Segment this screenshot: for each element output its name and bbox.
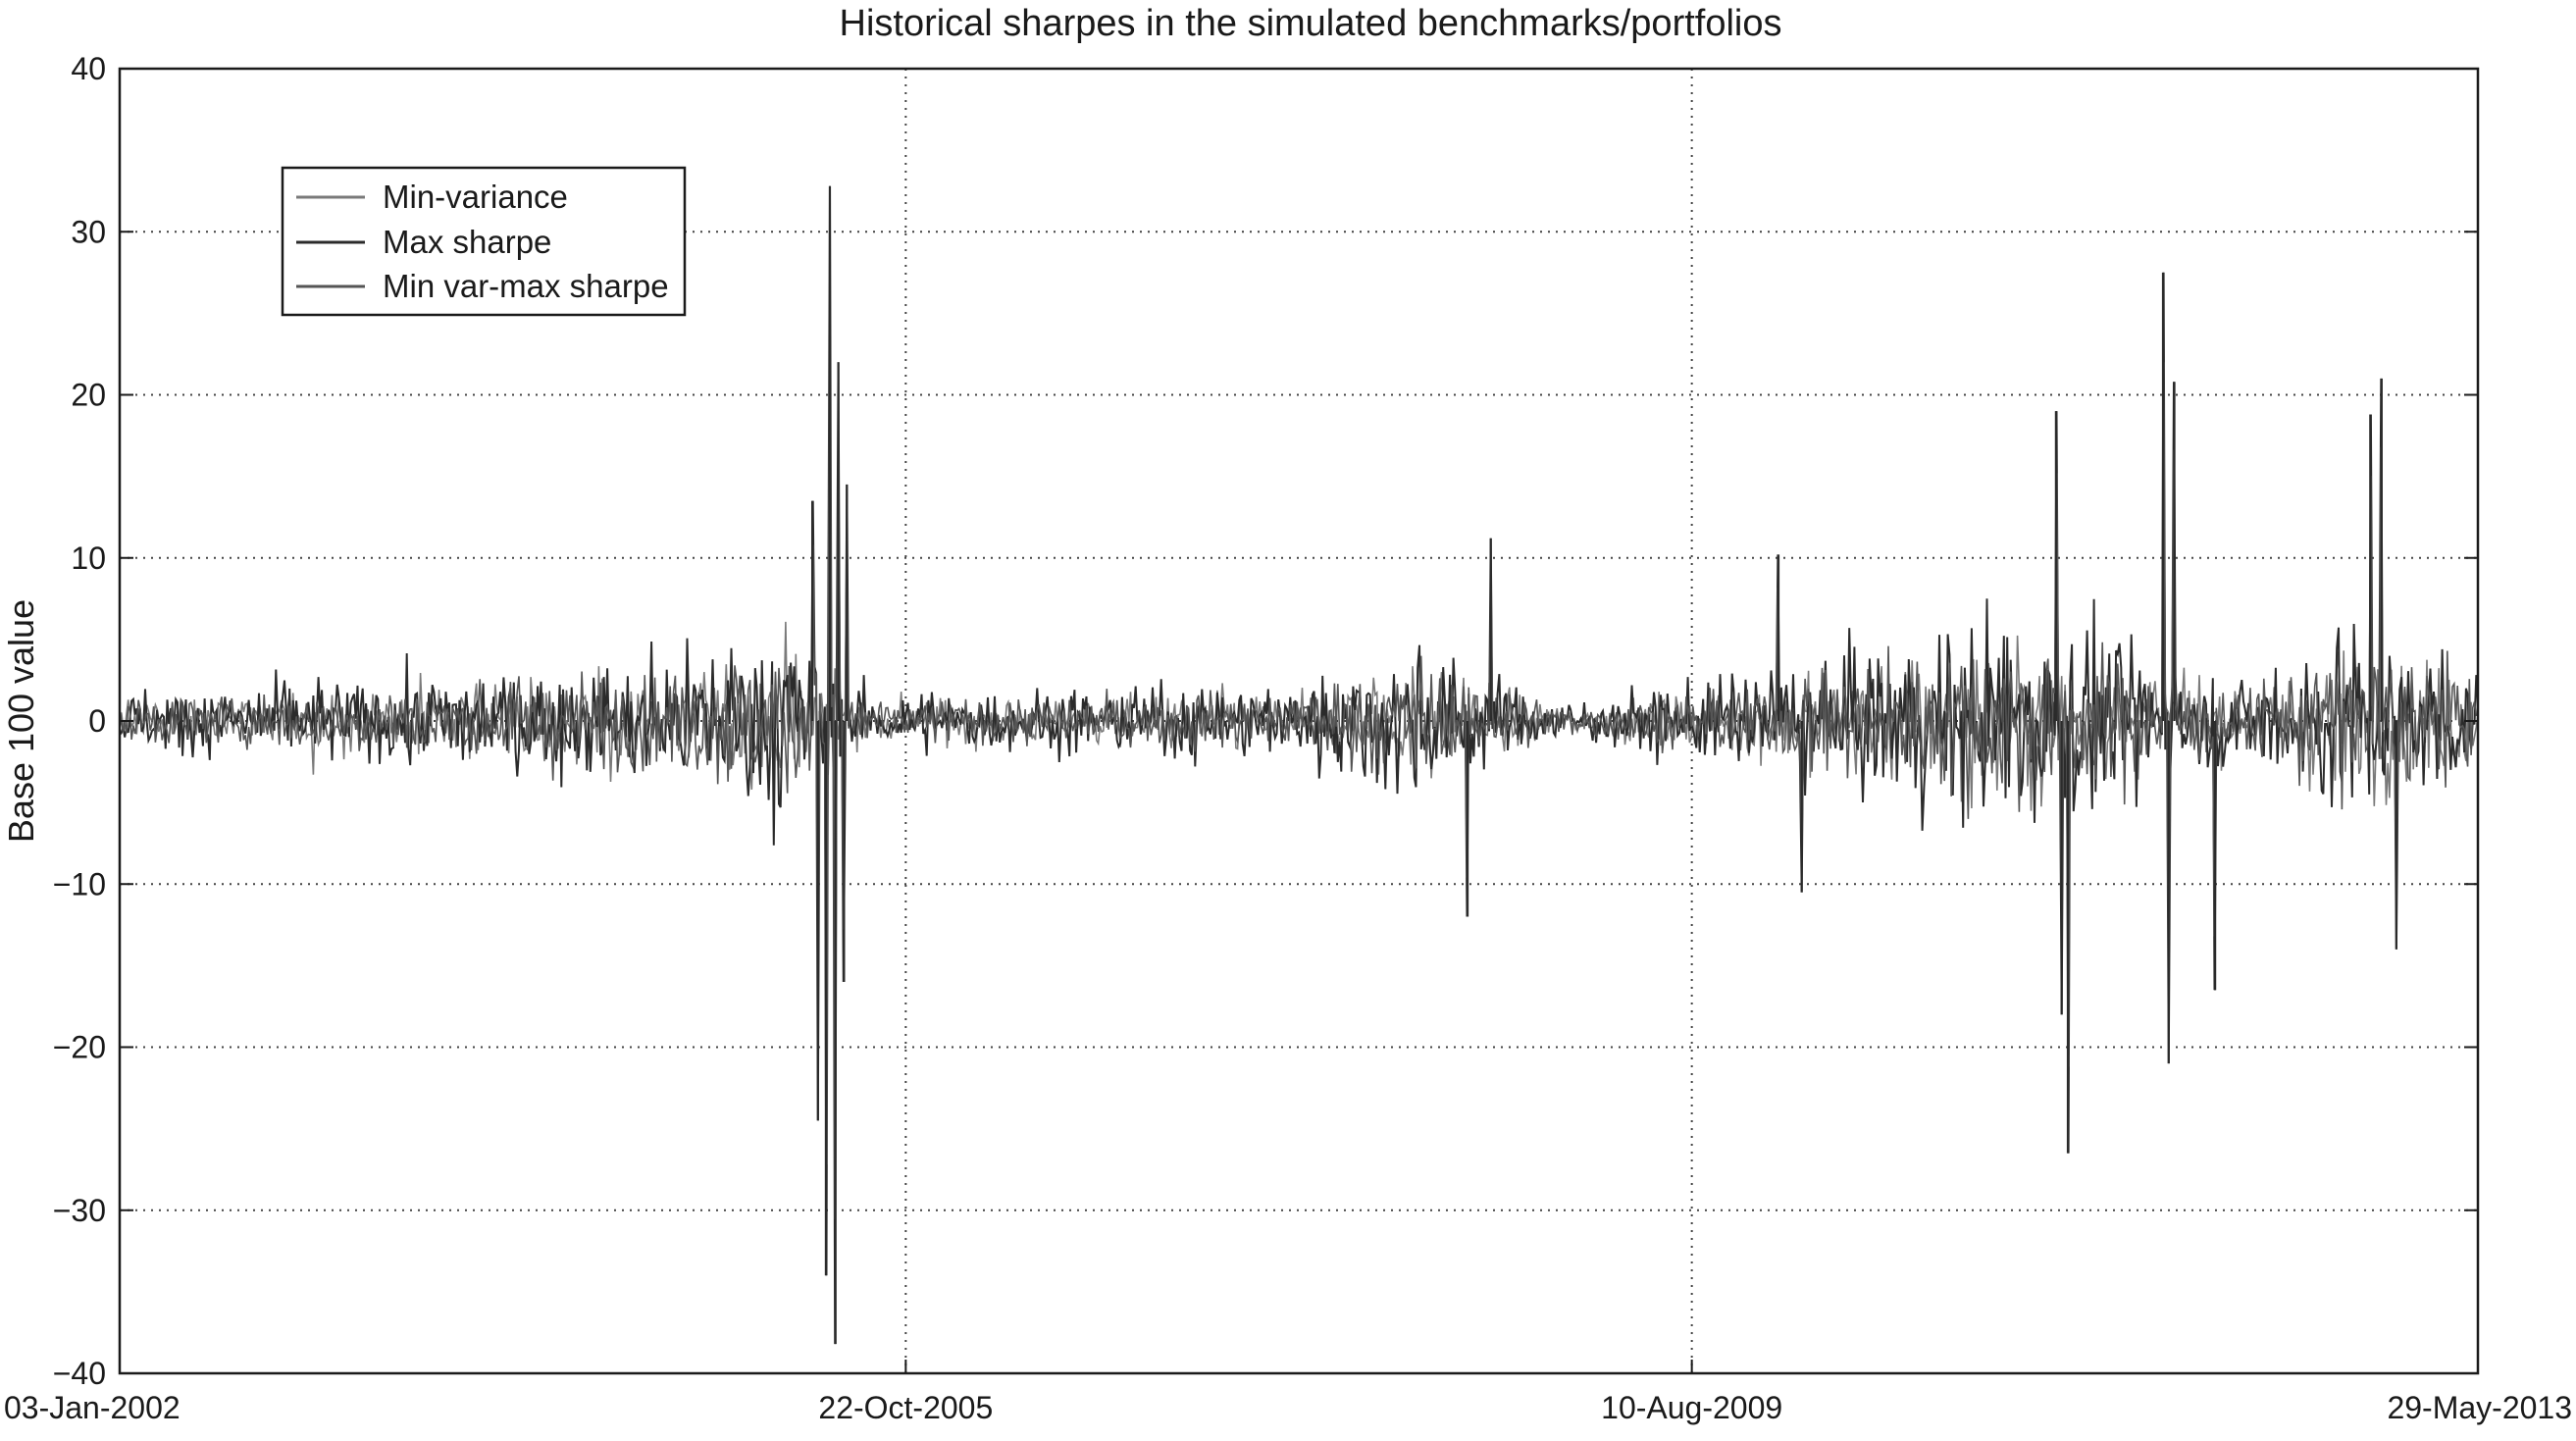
series-line-min-var-max-sharpe — [119, 292, 2479, 1220]
y-tick-label: 40 — [71, 51, 106, 86]
series-lines — [119, 185, 2479, 1345]
legend-label-max-sharpe: Max sharpe — [383, 224, 551, 260]
legend: Min-variance Max sharpe Min var-max shar… — [281, 166, 687, 317]
y-tick-label: 10 — [71, 540, 106, 576]
legend-label-min-var-max-sharpe: Min var-max sharpe — [383, 268, 669, 304]
x-tick-label: 03-Jan-2002 — [4, 1390, 180, 1425]
chart-title: Historical sharpes in the simulated benc… — [840, 3, 1782, 44]
y-axis-label: Base 100 value — [1, 599, 41, 843]
x-tick-label: 22-Oct-2005 — [818, 1390, 993, 1425]
y-tick-label: −30 — [53, 1193, 106, 1228]
x-tick-label: 10-Aug-2009 — [1601, 1390, 1782, 1425]
legend-label-min-variance: Min-variance — [383, 179, 568, 215]
x-axis-ticks: 03-Jan-2002 22-Oct-2005 10-Aug-2009 29-May-… — [4, 1360, 2572, 1425]
y-tick-label: 30 — [71, 214, 106, 249]
y-axis-ticks: 40 30 20 10 0 −10 −20 −30 −40 — [53, 51, 2478, 1391]
y-tick-label: 0 — [88, 703, 106, 739]
x-tick-label: 29-May-2013 — [2387, 1390, 2572, 1425]
y-tick-label: 20 — [71, 378, 106, 413]
y-tick-label: −10 — [53, 866, 106, 901]
y-tick-label: −40 — [53, 1356, 106, 1391]
y-tick-label: −20 — [53, 1030, 106, 1065]
